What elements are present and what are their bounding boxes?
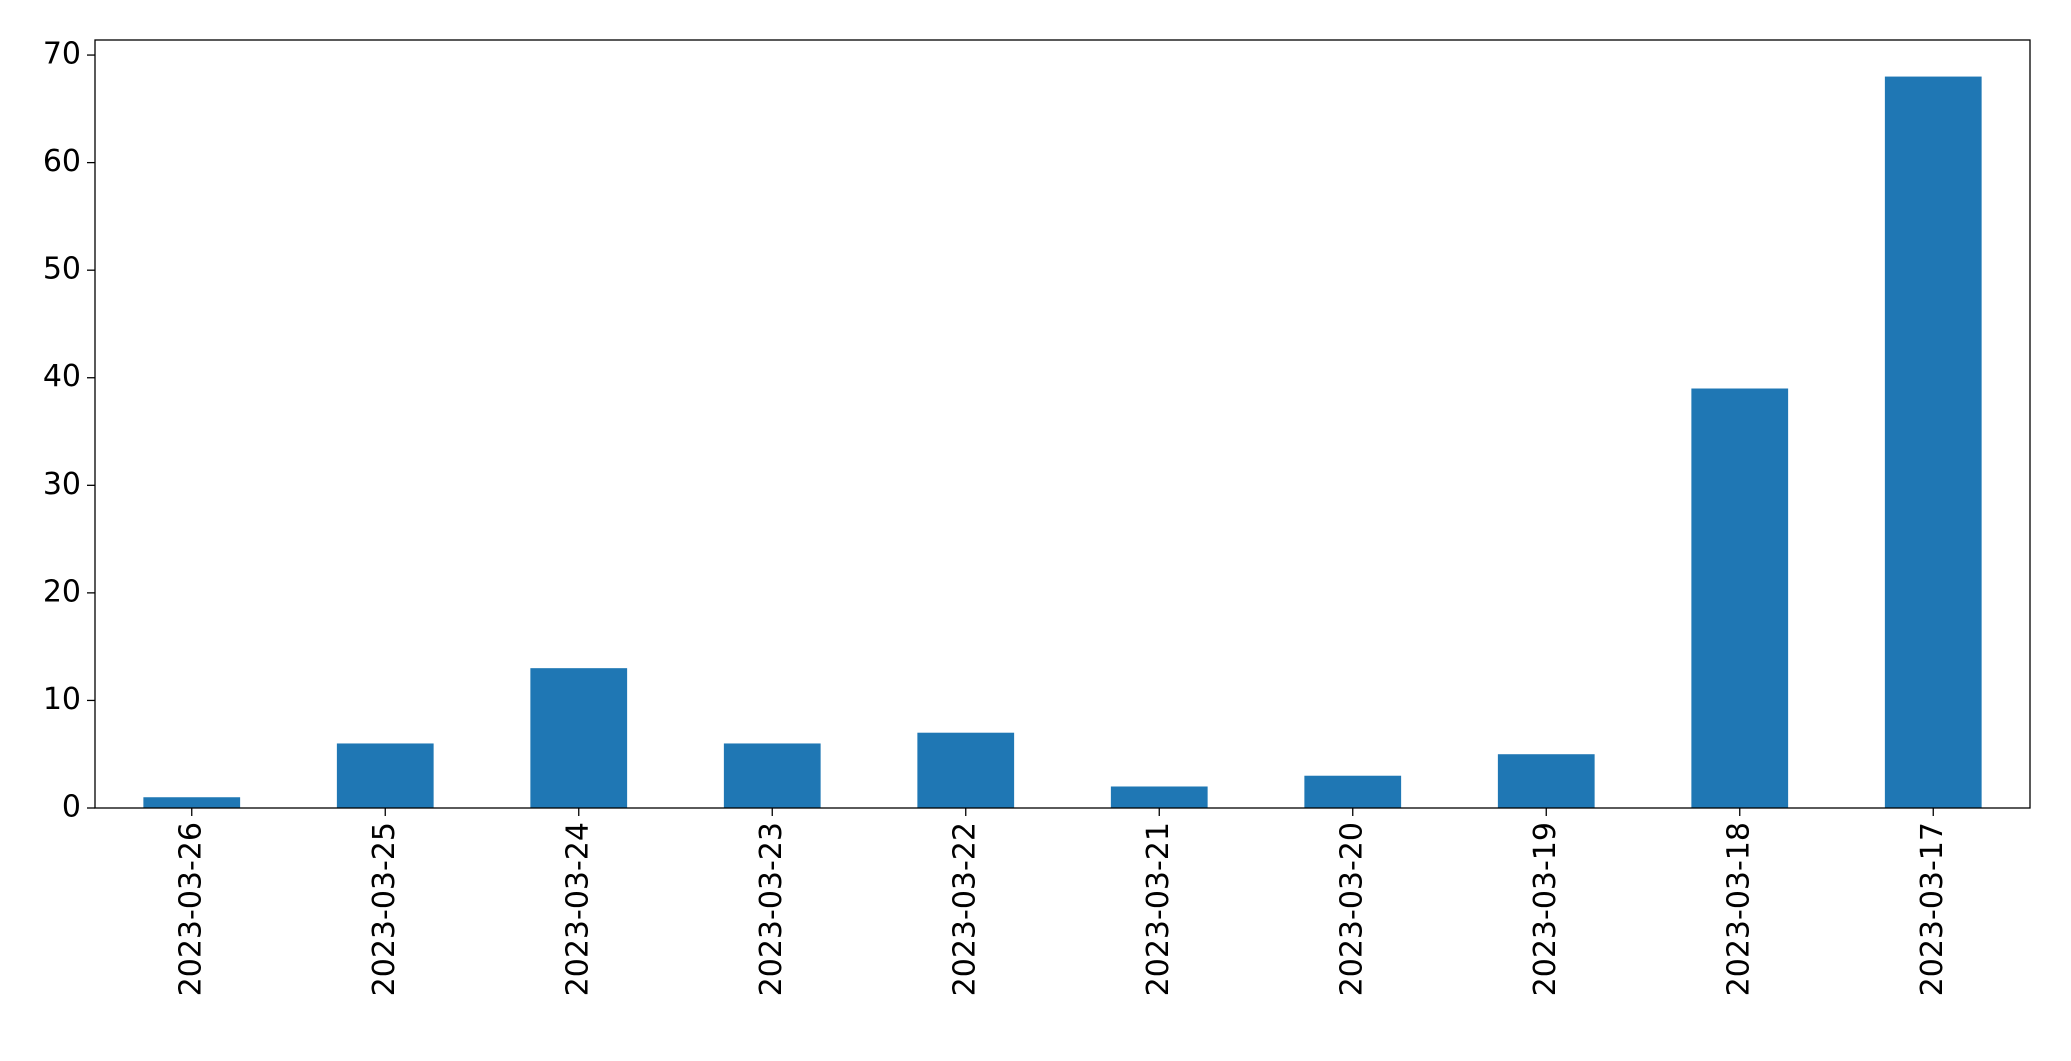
bar [917, 732, 1015, 808]
y-tick-label: 30 [43, 467, 81, 502]
bar [530, 668, 628, 808]
bar [723, 743, 821, 808]
x-tick-label: 2023-03-20 [1334, 822, 1369, 996]
y-tick-label: 0 [62, 790, 81, 825]
y-tick-label: 70 [43, 37, 81, 72]
x-tick-label: 2023-03-17 [1915, 822, 1950, 996]
y-tick-label: 50 [43, 252, 81, 287]
y-tick-label: 60 [43, 144, 81, 179]
bar [143, 797, 241, 808]
y-tick-label: 20 [43, 574, 81, 609]
x-tick-label: 2023-03-26 [173, 822, 208, 996]
x-tick-label: 2023-03-18 [1721, 822, 1756, 996]
plot-frame [94, 39, 2031, 809]
y-tick-label: 40 [43, 359, 81, 394]
bar [1497, 754, 1595, 808]
x-tick-label: 2023-03-24 [560, 822, 595, 996]
x-tick-label: 2023-03-22 [947, 822, 982, 996]
y-tick-label: 10 [43, 682, 81, 717]
x-tick-label: 2023-03-25 [367, 822, 402, 996]
bar [1691, 388, 1789, 808]
bar [1110, 786, 1208, 808]
bar [1304, 775, 1402, 808]
bar [1884, 76, 1982, 809]
x-tick-label: 2023-03-19 [1528, 822, 1563, 996]
bar [336, 743, 434, 808]
x-tick-label: 2023-03-21 [1141, 822, 1176, 996]
x-tick-label: 2023-03-23 [754, 822, 789, 996]
